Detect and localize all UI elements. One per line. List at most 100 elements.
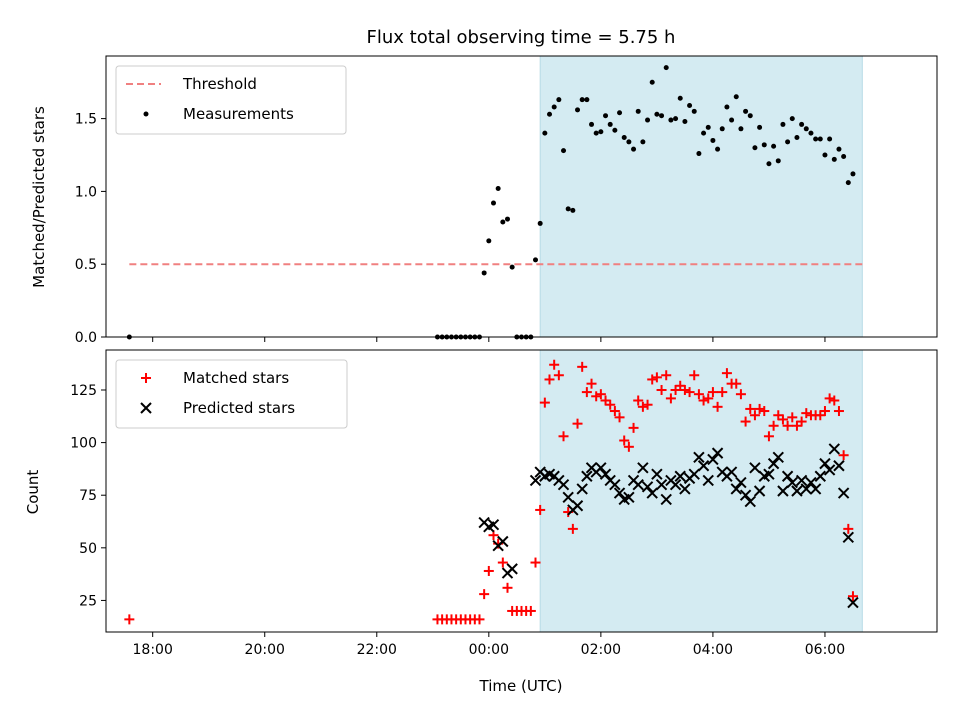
measurement-point xyxy=(729,117,735,123)
legend-matched-swatch xyxy=(141,373,151,383)
matched-stars-point xyxy=(623,441,634,452)
predicted-stars-point xyxy=(828,443,840,455)
measurement-point xyxy=(542,130,548,136)
measurement-point xyxy=(561,148,567,154)
predicted-stars-point xyxy=(557,478,570,491)
matched-stars-point xyxy=(824,393,835,404)
matched-stars-point xyxy=(707,387,718,398)
measurement-point xyxy=(617,110,623,116)
predicted-stars-point xyxy=(595,462,607,474)
axes-frame xyxy=(105,349,938,633)
matched-stars-point xyxy=(544,374,555,385)
matched-stars-point xyxy=(483,565,494,576)
predicted-stars-point xyxy=(562,491,574,504)
matched-stars-point xyxy=(679,384,690,395)
y-tick-label: 1.5 xyxy=(75,112,97,128)
legend-label: Threshold xyxy=(182,75,257,93)
matched-stars-point xyxy=(735,389,746,400)
y-tick-label: 100 xyxy=(70,436,97,452)
measurement-point xyxy=(663,65,669,71)
measurement-point xyxy=(547,111,553,117)
measurement-point xyxy=(673,116,679,122)
predicted-stars-point xyxy=(674,470,686,482)
predicted-stars-point xyxy=(632,478,644,491)
matched-stars-point xyxy=(698,395,709,406)
predicted-stars-point xyxy=(641,481,654,493)
top-y-axis-label: Matched/Predicted stars xyxy=(30,106,48,288)
matched-stars-point xyxy=(586,378,597,389)
matched-stars-point xyxy=(689,370,700,381)
measurement-point xyxy=(803,126,809,132)
legend: Matched stars Predicted stars xyxy=(115,359,348,429)
matched-stars-point xyxy=(759,406,770,417)
predicted-stars-point xyxy=(809,483,822,495)
top-panel-ratio: 0.0 0.5 1.0 1.5 Threshold Measurements xyxy=(75,55,938,346)
measurement-point xyxy=(710,137,716,143)
legend-label: Matched stars xyxy=(183,369,289,387)
predicted-stars-point xyxy=(837,487,850,499)
x-tick-label: 20:00 xyxy=(245,642,285,658)
predicted-stars-point xyxy=(660,493,672,506)
measurement-point xyxy=(626,139,632,145)
predicted-stars-point xyxy=(767,457,780,470)
measurement-point xyxy=(733,94,739,100)
measurement-point xyxy=(822,152,828,158)
measurement-point xyxy=(845,180,851,186)
measurement-point xyxy=(682,119,688,125)
predicted-stars-point xyxy=(655,478,668,491)
x-axis-label: Time (UTC) xyxy=(479,677,563,695)
measurement-point xyxy=(649,79,655,85)
matched-stars-point xyxy=(754,403,765,414)
measurement-point xyxy=(640,139,646,145)
matched-stars-point xyxy=(572,418,583,429)
measurement-point xyxy=(551,104,557,110)
measurement-point xyxy=(836,146,842,152)
predicted-stars-point xyxy=(833,460,845,472)
measurement-point xyxy=(631,146,637,152)
y-tick-label: 25 xyxy=(79,593,97,609)
predicted-stars-point xyxy=(529,474,542,487)
measurement-point xyxy=(687,103,693,109)
predicted-stars-point xyxy=(805,476,817,489)
matched-stars-point xyxy=(497,557,508,568)
matched-stars-point xyxy=(684,387,695,398)
y-tick-label: 0.5 xyxy=(75,257,97,273)
predicted-stars-point xyxy=(506,563,518,575)
matched-stars-point xyxy=(595,389,606,400)
measurement-point xyxy=(603,113,609,119)
predicted-stars-point xyxy=(693,451,705,464)
observing-span-shade xyxy=(539,55,863,338)
predicted-stars-point xyxy=(786,476,798,489)
matched-stars-point xyxy=(693,389,704,400)
measurement-point xyxy=(668,117,674,123)
x-tick-label: 06:00 xyxy=(805,642,845,658)
legend: Threshold Measurements xyxy=(115,65,347,135)
predicted-stars-point xyxy=(651,468,663,480)
matched-stars-point xyxy=(833,406,844,417)
measurement-point xyxy=(757,124,763,130)
measurement-point xyxy=(645,117,651,123)
predicted-stars-point xyxy=(576,483,588,495)
measurement-point xyxy=(705,124,711,130)
matched-stars-point xyxy=(553,370,564,381)
predicted-stars-point xyxy=(679,483,691,495)
predicted-stars-point xyxy=(739,489,752,501)
predicted-stars-point xyxy=(697,460,710,472)
predicted-stars-point xyxy=(795,474,808,487)
predicted-stars-point xyxy=(744,495,756,508)
legend-predicted-swatch xyxy=(140,402,152,414)
predicted-stars-point xyxy=(753,485,766,497)
matched-stars-point xyxy=(502,582,513,593)
legend-box xyxy=(115,359,348,429)
matched-stars-point xyxy=(647,374,658,385)
matched-stars-point xyxy=(829,395,840,406)
measurement-point xyxy=(724,104,730,110)
predicted-stars-point xyxy=(599,468,612,480)
measurement-point xyxy=(747,113,753,119)
measurement-point xyxy=(827,136,833,142)
matched-stars-point xyxy=(819,406,830,417)
matched-stars-point xyxy=(633,395,644,406)
chart-title: Flux total observing time = 5.75 h xyxy=(367,27,676,48)
measurement-point xyxy=(701,130,707,136)
